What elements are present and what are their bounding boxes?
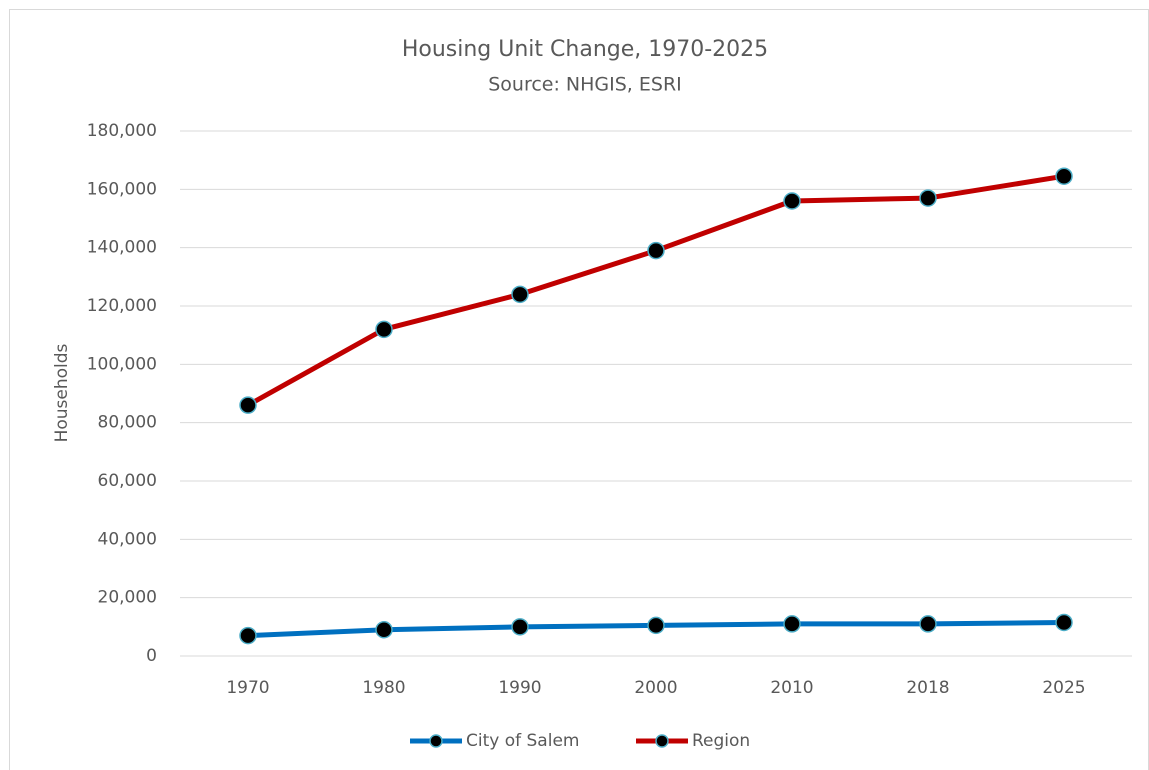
chart-border — [9, 9, 1149, 770]
point — [919, 189, 937, 207]
x-tick-label: 2018 — [906, 678, 949, 698]
point — [647, 241, 665, 260]
point — [375, 320, 393, 339]
point — [647, 616, 665, 635]
y-tick-label: 40,000 — [98, 529, 157, 549]
point — [511, 618, 529, 636]
legend-marker — [655, 734, 669, 748]
y-tick-label: 180,000 — [87, 121, 157, 141]
point — [919, 615, 937, 633]
point — [1055, 167, 1073, 185]
x-tick-label: 1990 — [498, 678, 541, 698]
y-tick-label: 100,000 — [87, 354, 157, 374]
point — [1055, 613, 1073, 632]
y-tick-label: 0 — [146, 646, 157, 666]
point — [375, 621, 393, 639]
y-tick-label: 120,000 — [87, 296, 157, 316]
chart-title: Housing Unit Change, 1970-2025 — [402, 37, 768, 62]
legend-label: City of Salem — [466, 731, 579, 751]
x-tick-label: 2010 — [770, 678, 813, 698]
chart-subtitle: Source: NHGIS, ESRI — [488, 74, 682, 96]
point — [783, 615, 801, 633]
x-tick-label: 1970 — [226, 678, 269, 698]
y-tick-label: 60,000 — [98, 471, 157, 491]
legend-marker — [429, 734, 443, 748]
x-tick-label: 1980 — [362, 678, 405, 698]
x-tick-label: 2025 — [1042, 678, 1085, 698]
y-tick-label: 20,000 — [98, 588, 157, 608]
point — [511, 285, 529, 304]
legend-label: Region — [692, 731, 750, 751]
y-axis-label: Households — [52, 343, 72, 442]
y-tick-label: 140,000 — [87, 238, 157, 258]
point — [239, 626, 257, 645]
point — [239, 396, 257, 414]
y-tick-label: 160,000 — [87, 179, 157, 199]
y-tick-label: 80,000 — [98, 413, 157, 433]
x-tick-label: 2000 — [634, 678, 677, 698]
point — [783, 192, 801, 210]
